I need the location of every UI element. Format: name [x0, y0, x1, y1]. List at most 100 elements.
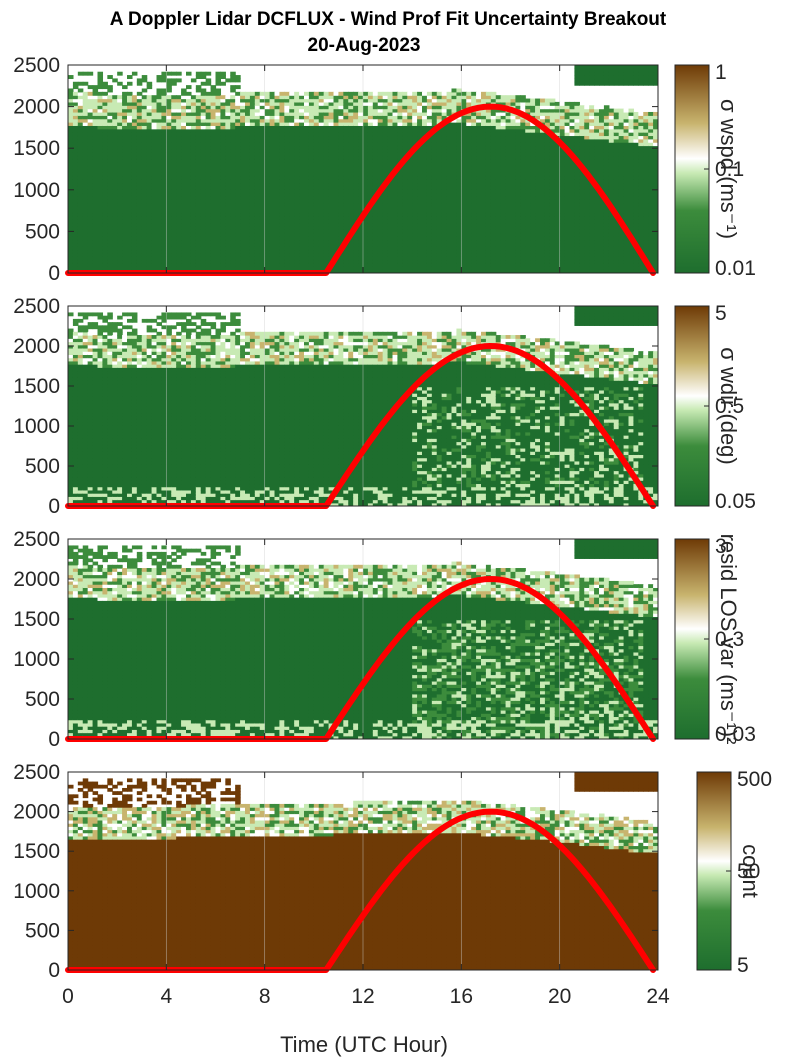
heatmap-cell — [343, 215, 349, 220]
heatmap-cell — [304, 205, 310, 210]
heatmap-cell — [500, 101, 507, 106]
heatmap-cell — [195, 249, 202, 254]
heatmap-cell — [161, 138, 167, 143]
heatmap-cell — [348, 101, 354, 106]
heatmap-cell — [131, 215, 138, 220]
heatmap-cell — [446, 138, 453, 143]
heatmap-cell — [500, 252, 507, 257]
heatmap-cell — [313, 205, 320, 210]
heatmap-cell — [195, 138, 202, 143]
heatmap-cell — [476, 98, 482, 103]
heatmap-cell — [107, 169, 113, 173]
heatmap-cell — [308, 182, 315, 187]
heatmap-cell — [407, 132, 413, 137]
heatmap-cell — [363, 155, 369, 160]
heatmap-cell — [382, 95, 389, 100]
heatmap-cell — [131, 239, 138, 244]
heatmap-cell — [318, 192, 325, 197]
heatmap-cell — [417, 169, 423, 173]
heatmap-cell — [190, 95, 197, 100]
heatmap-cell — [259, 262, 266, 267]
heatmap-cell — [431, 226, 438, 230]
heatmap-cell — [510, 155, 517, 160]
heatmap-cell — [323, 262, 330, 267]
heatmap-cell — [397, 215, 403, 220]
heatmap-cell — [205, 142, 212, 147]
heatmap-cell — [141, 259, 148, 264]
heatmap-cell — [333, 91, 340, 96]
heatmap-cell — [505, 132, 512, 137]
heatmap-cell — [490, 175, 497, 180]
heatmap-cell — [510, 169, 517, 173]
heatmap-cell — [402, 246, 408, 251]
heatmap-cell — [392, 212, 399, 217]
heatmap-cell — [387, 101, 394, 106]
heatmap-cell — [235, 125, 241, 130]
heatmap-cell — [279, 246, 285, 251]
heatmap-cell — [92, 98, 99, 103]
heatmap-cell — [195, 262, 202, 267]
heatmap-cell — [92, 172, 99, 177]
heatmap-cell — [161, 199, 167, 204]
heatmap-cell — [92, 115, 99, 120]
heatmap-cell — [505, 172, 512, 177]
heatmap-cell — [431, 269, 438, 273]
heatmap-cell — [195, 95, 202, 100]
heatmap-cell — [485, 125, 492, 130]
heatmap-cell — [485, 262, 492, 267]
heatmap-cell — [505, 152, 512, 157]
heatmap-cell — [171, 148, 177, 153]
heatmap-cell — [156, 122, 163, 126]
heatmap-cell — [210, 212, 217, 217]
heatmap-cell — [299, 132, 305, 137]
heatmap-cell — [161, 115, 167, 120]
heatmap-cell — [215, 169, 222, 173]
heatmap-cell — [367, 269, 374, 273]
heatmap-cell — [259, 205, 266, 210]
heatmap-cell — [490, 246, 497, 251]
heatmap-cell — [92, 199, 99, 204]
heatmap-cell — [186, 122, 192, 126]
heatmap-cell — [274, 111, 281, 116]
heatmap-cell — [254, 138, 261, 143]
heatmap-cell — [338, 219, 344, 224]
heatmap-cell — [259, 152, 266, 157]
heatmap-cell — [97, 142, 104, 147]
heatmap-cell — [269, 212, 276, 217]
heatmap-cell — [235, 229, 241, 234]
heatmap-cell — [171, 256, 177, 261]
heatmap-cell — [436, 212, 443, 217]
heatmap-cell — [451, 185, 458, 190]
heatmap-cell — [328, 229, 335, 234]
heatmap-cell — [382, 165, 389, 170]
heatmap-cell — [436, 199, 443, 204]
heatmap-cell — [510, 172, 517, 177]
heatmap-cell — [72, 249, 79, 254]
heatmap-cell — [195, 195, 202, 200]
heatmap-cell — [431, 165, 438, 170]
heatmap-cell — [205, 132, 212, 137]
heatmap-cell — [210, 242, 217, 247]
heatmap-cell — [490, 115, 497, 120]
heatmap-cell — [412, 232, 418, 237]
heatmap-cell — [102, 202, 108, 207]
heatmap-cell — [107, 199, 113, 204]
heatmap-cell — [87, 132, 94, 137]
heatmap-cell — [328, 108, 335, 113]
heatmap-cell — [284, 259, 290, 264]
heatmap-cell — [353, 182, 359, 187]
heatmap-cell — [225, 246, 231, 251]
heatmap-cell — [181, 222, 187, 227]
heatmap-cell — [451, 122, 458, 126]
heatmap-cell — [82, 172, 89, 177]
heatmap-cell — [68, 132, 74, 137]
heatmap-cell — [471, 111, 477, 116]
heatmap-cell — [466, 229, 472, 234]
heatmap-cell — [407, 232, 413, 237]
heatmap-cell — [264, 148, 271, 153]
heatmap-cell — [186, 185, 192, 190]
heatmap-cell — [417, 242, 423, 247]
heatmap-cell — [289, 158, 295, 163]
heatmap-cell — [269, 229, 276, 234]
heatmap-cell — [225, 249, 231, 254]
